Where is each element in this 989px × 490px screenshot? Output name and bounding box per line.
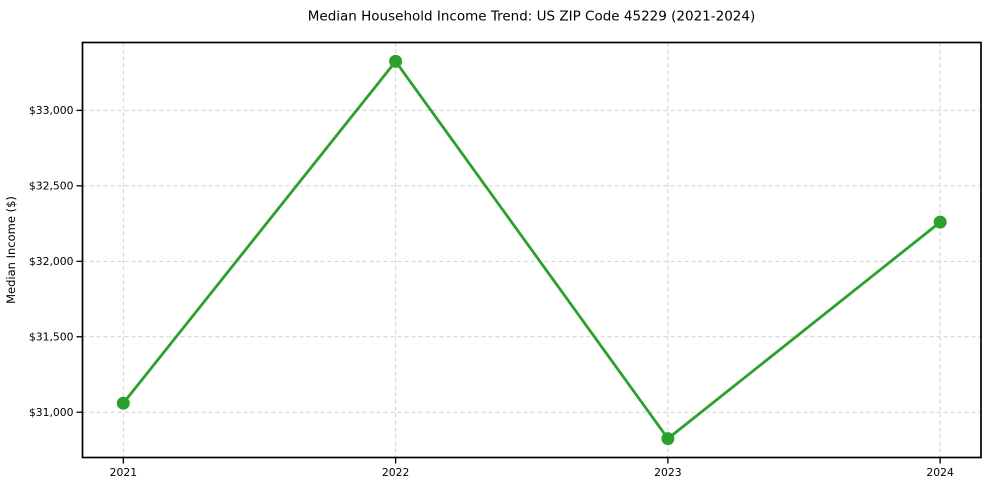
y-tick-label: $31,000 [29, 406, 74, 419]
plot-border [81, 41, 982, 459]
x-tick-label: 2023 [654, 466, 681, 479]
grid-layer [82, 42, 981, 458]
data-point-2021 [116, 396, 130, 410]
y-tick-label: $33,000 [29, 104, 74, 117]
y-axis-label: Median Income ($) [4, 196, 18, 304]
y-tick-label: $32,500 [29, 180, 74, 193]
data-point-2024 [933, 215, 947, 229]
series-layer [116, 54, 947, 446]
trend-line [122, 60, 942, 440]
y-tick-label: $32,000 [29, 255, 74, 268]
x-tick-label: 2021 [110, 466, 137, 479]
chart-title: Median Household Income Trend: US ZIP Co… [308, 9, 756, 25]
x-tick-label: 2024 [926, 466, 954, 479]
data-point-2022 [389, 54, 403, 68]
tick-layer: $31,000 $31,500 $32,000 $32,500 $33,000 2021 2… [29, 104, 954, 479]
x-tick-label: 2022 [382, 466, 409, 479]
data-point-2023 [661, 432, 675, 446]
y-tick-label: $31,500 [29, 331, 74, 344]
